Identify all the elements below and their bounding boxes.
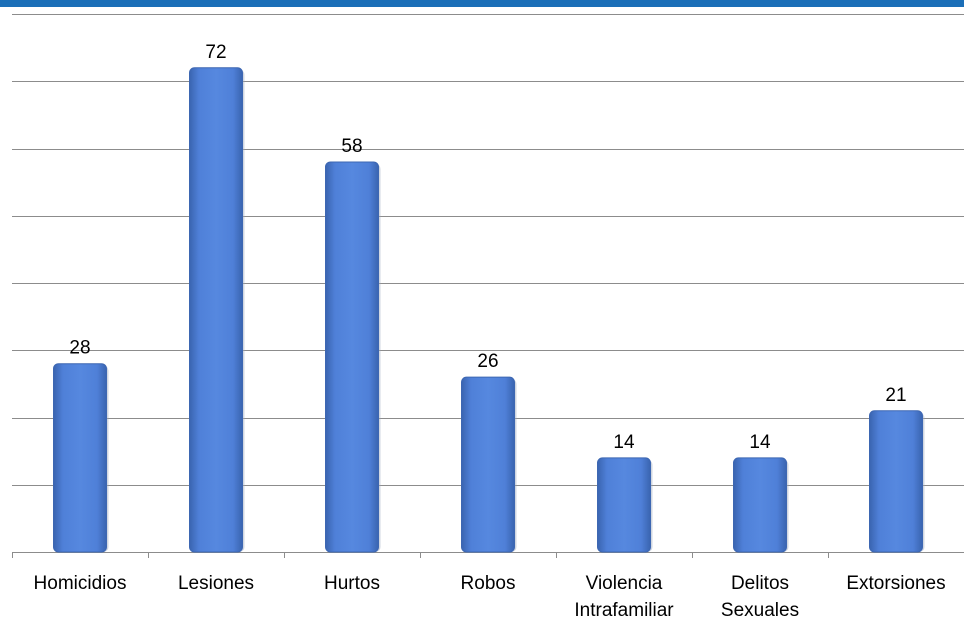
category-label: Extorsiones (846, 573, 945, 594)
category-label: Delitos Sexuales (721, 573, 799, 619)
bar (733, 457, 787, 553)
category-label: Hurtos (324, 573, 380, 594)
category-label: Homicidios (34, 573, 127, 594)
bar (461, 376, 515, 553)
data-label: 58 (341, 136, 362, 157)
category-axis: Homicidios Lesiones Hurtos Robos Violencia In… (34, 573, 946, 619)
category-label: Lesiones (178, 573, 254, 594)
category-label: Violencia Intrafamiliar (574, 573, 674, 619)
bar (869, 410, 923, 553)
bar (597, 457, 651, 553)
bar (325, 161, 379, 553)
data-label: 21 (885, 385, 906, 406)
gridlines (12, 14, 964, 558)
data-label: 14 (613, 432, 635, 453)
bar (53, 363, 107, 553)
bar (189, 67, 243, 553)
data-label: 72 (205, 42, 226, 63)
category-label: Robos (461, 573, 516, 594)
bars (53, 67, 925, 553)
data-label: 26 (477, 351, 498, 372)
data-labels: 28 72 58 26 14 14 21 (69, 42, 906, 453)
data-label: 28 (69, 338, 90, 359)
top-band (0, 0, 964, 7)
data-label: 14 (749, 432, 771, 453)
